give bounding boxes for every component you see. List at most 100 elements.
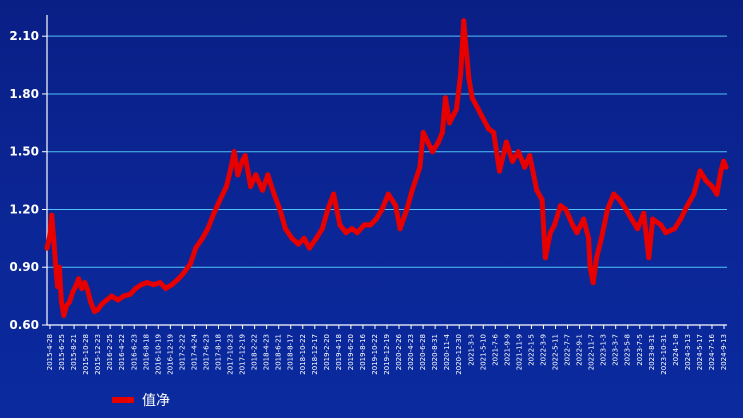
data-point — [439, 129, 445, 136]
data-point — [52, 260, 59, 266]
data-point — [527, 153, 533, 159]
legend-swatch — [112, 397, 134, 403]
data-point — [133, 285, 139, 291]
data-point — [547, 230, 554, 236]
data-point — [491, 129, 497, 136]
data-point — [485, 126, 491, 132]
data-point — [557, 203, 564, 209]
x-tick-label: 2021-3-3 — [467, 334, 475, 366]
data-point — [169, 282, 175, 288]
data-point — [95, 307, 101, 313]
data-point — [509, 158, 516, 164]
data-point — [552, 222, 558, 228]
data-point — [228, 164, 234, 170]
data-point — [420, 129, 426, 136]
x-tick-label: 2023-3-7 — [612, 334, 620, 366]
data-point — [409, 187, 415, 193]
data-point — [650, 216, 656, 222]
data-point — [79, 285, 85, 291]
data-point — [239, 158, 245, 164]
legend: 值净 — [112, 390, 170, 410]
data-point — [435, 139, 441, 145]
x-tick-label: 2019-10-22 — [371, 334, 379, 375]
data-point — [397, 226, 403, 232]
x-tick-label: 2018-12-17 — [311, 334, 319, 375]
data-point — [385, 191, 391, 197]
data-point — [464, 52, 470, 59]
y-axis: 0.60 0.90 1.20 1.50 1.80 2.10 — [9, 15, 48, 332]
data-point — [515, 149, 522, 155]
x-tick-label: 2022-3-9 — [539, 334, 547, 366]
x-tick-label: 2020-11-4 — [443, 333, 451, 370]
data-point — [85, 287, 91, 293]
data-point — [646, 255, 652, 261]
x-tick-label: 2022-9-1 — [576, 334, 584, 366]
data-point — [611, 191, 617, 197]
data-point — [325, 206, 331, 213]
data-point — [534, 187, 540, 193]
x-tick-label: 2021-11-9 — [515, 334, 523, 370]
x-tick-label: 2017-6-23 — [202, 334, 210, 370]
data-point — [446, 120, 453, 126]
x-tick-label: 2017-12-19 — [239, 334, 247, 375]
data-point — [58, 299, 64, 305]
x-tick-label: 2019-12-19 — [383, 334, 391, 375]
data-point — [231, 149, 237, 155]
data-point — [641, 210, 647, 216]
data-point — [66, 299, 73, 305]
data-point — [723, 164, 729, 170]
y-tick-label: 1.80 — [9, 87, 39, 101]
x-tick-label: 2015-12-23 — [94, 334, 102, 375]
data-point — [691, 191, 697, 197]
data-point — [331, 191, 337, 197]
x-tick-label: 2022-1-5 — [527, 334, 535, 366]
data-point — [563, 206, 569, 213]
x-tick-label: 2023-5-8 — [624, 334, 632, 366]
data-point — [623, 206, 629, 213]
data-point — [138, 282, 144, 288]
x-tick-label: 2020-12-30 — [455, 334, 463, 375]
data-point — [277, 206, 283, 213]
data-point — [354, 230, 360, 236]
data-point — [404, 206, 410, 213]
data-point — [539, 197, 545, 203]
x-tick-label: 2015-6-25 — [58, 334, 66, 370]
x-tick-label: 2021-5-10 — [479, 334, 487, 370]
x-tick-label: 2018-4-23 — [263, 334, 271, 370]
data-point — [594, 255, 600, 261]
x-tick-label: 2016-10-19 — [154, 334, 162, 375]
data-point — [442, 95, 448, 101]
x-tick-label: 2016-6-23 — [130, 334, 138, 370]
y-tick-label: 1.50 — [9, 145, 39, 159]
data-point — [248, 183, 254, 189]
data-point — [306, 245, 313, 251]
data-point — [157, 280, 163, 286]
x-tick-label: 2020-6-28 — [419, 334, 427, 370]
data-point — [479, 114, 485, 120]
x-tick-label: 2019-8-16 — [359, 333, 367, 370]
data-point — [56, 264, 63, 270]
data-point — [121, 293, 127, 299]
data-point — [64, 303, 70, 309]
data-point — [458, 72, 464, 78]
data-point — [242, 153, 248, 159]
data-point — [175, 276, 182, 282]
data-point — [586, 235, 592, 241]
data-point — [629, 216, 635, 222]
data-point — [144, 280, 150, 286]
data-point — [163, 285, 169, 291]
data-point — [475, 106, 481, 112]
data-point — [205, 226, 211, 232]
data-point — [663, 230, 669, 236]
x-tick-label: 2018-6-21 — [275, 334, 283, 370]
x-tick-label: 2023-1-3 — [600, 334, 608, 366]
data-point — [301, 235, 307, 241]
legend-label: 值净 — [142, 393, 170, 409]
data-point — [88, 299, 94, 305]
x-tick-label: 2017-4-24 — [190, 333, 198, 370]
data-point — [587, 264, 593, 270]
data-point — [461, 18, 467, 24]
x-tick-label: 2019-4-18 — [335, 334, 343, 370]
x-tick-label: 2024-9-13 — [720, 334, 728, 370]
